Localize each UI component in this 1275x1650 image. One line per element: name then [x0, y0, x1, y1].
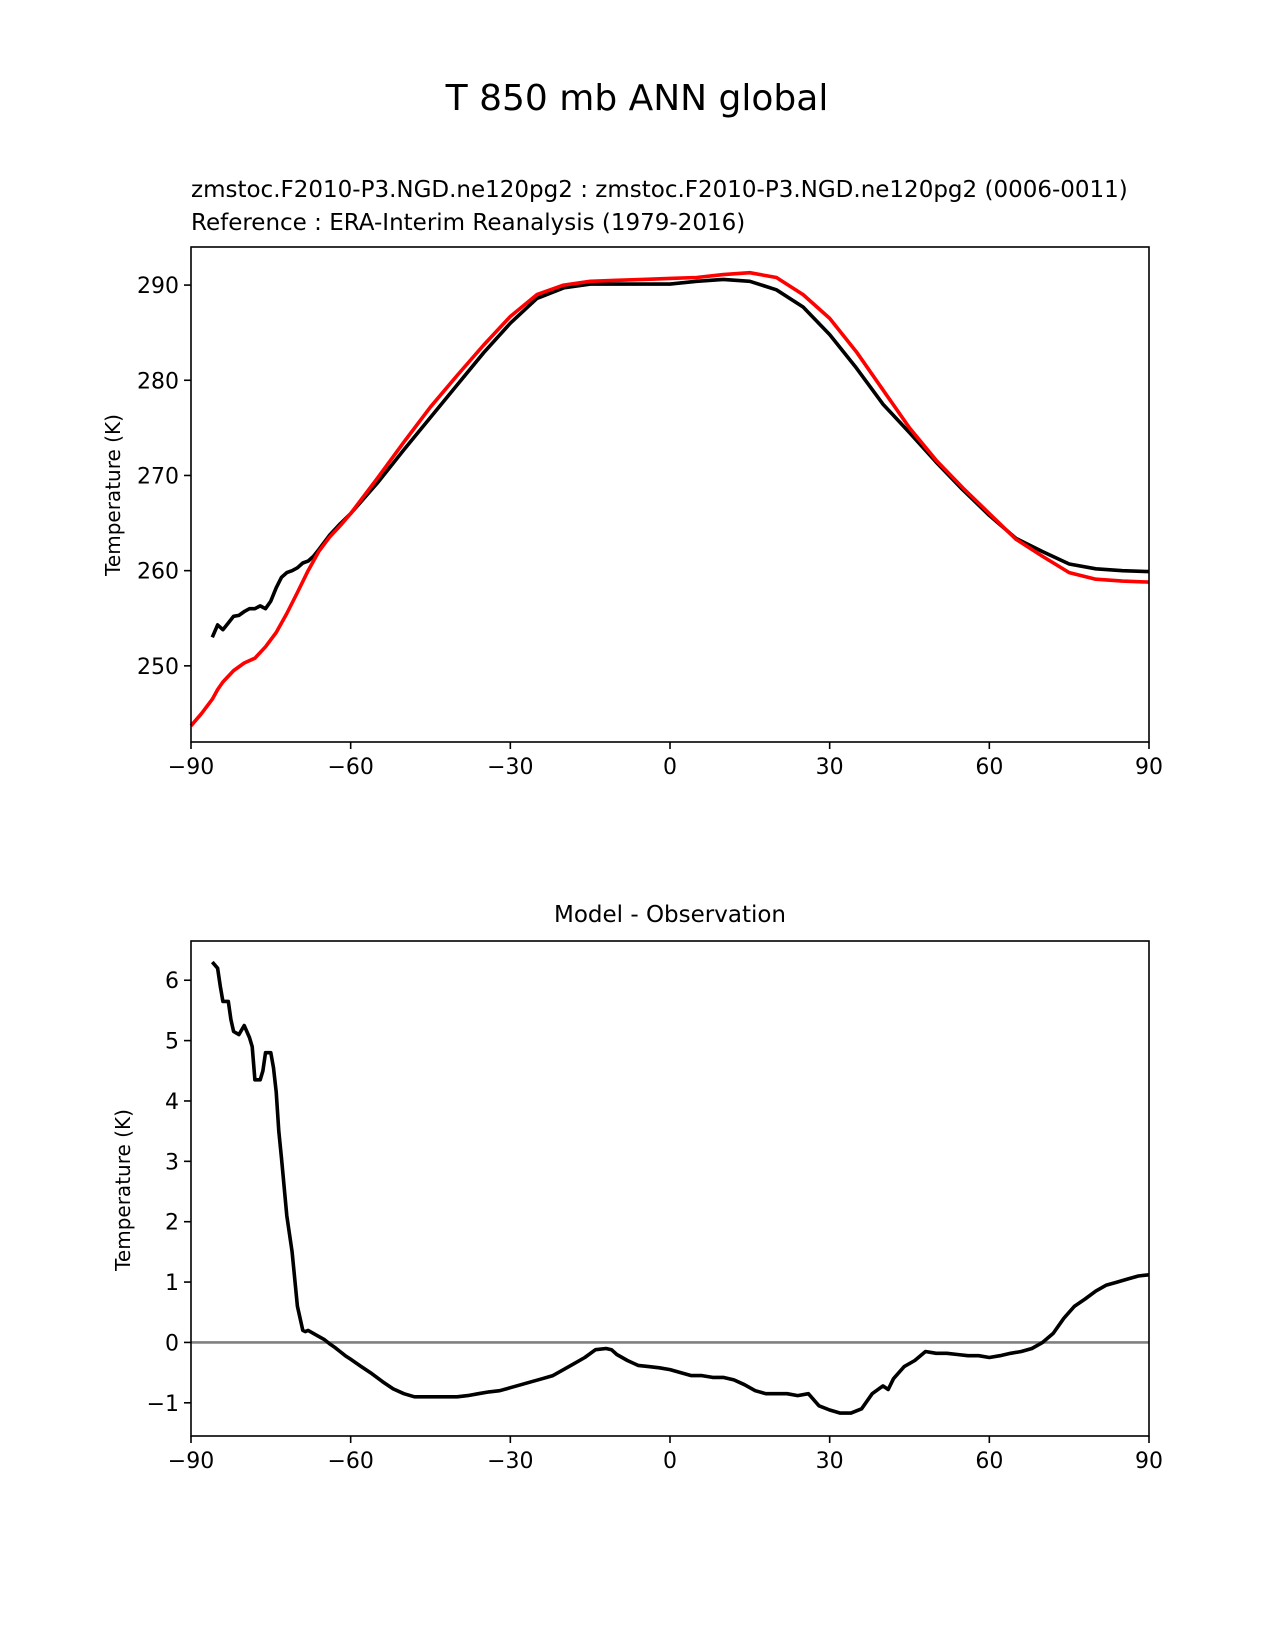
x-tick-label: −30: [487, 1449, 533, 1474]
x-tick-label: 30: [816, 1449, 844, 1474]
x-tick-label: 60: [975, 1449, 1003, 1474]
bottom-ylabel: Temperature (K): [111, 1109, 135, 1272]
x-tick-label: 60: [975, 755, 1003, 780]
y-tick-label: 1: [165, 1271, 179, 1296]
x-tick-label: −60: [327, 1449, 373, 1474]
y-tick-label: 4: [165, 1090, 179, 1115]
series-line-model: [210, 277, 1150, 639]
axes-frame: [190, 246, 1150, 743]
x-tick-label: −90: [168, 755, 214, 780]
top-panel: zmstoc.F2010-P3.NGD.ne120pg2 : zmstoc.F2…: [101, 177, 1163, 780]
y-tick-label: 2: [165, 1211, 179, 1236]
axes-frame: [190, 940, 1150, 1437]
series-line-model: [210, 960, 1150, 1415]
x-tick-label: −90: [168, 1449, 214, 1474]
x-tick-label: 0: [663, 755, 677, 780]
y-tick-label: 260: [137, 560, 179, 585]
series-line-reference: [189, 270, 1150, 727]
x-tick-label: 90: [1135, 755, 1163, 780]
bottom-plot-area: −90 −60 −30 0 30 60 90 −1 0 1 2 3 4 5 6: [147, 940, 1163, 1474]
y-tick-label: 270: [137, 464, 179, 489]
x-tick-label: 0: [663, 1449, 677, 1474]
bottom-title: Model - Observation: [554, 902, 786, 928]
y-tick-label: −1: [147, 1392, 179, 1417]
figure-suptitle: T 850 mb ANN global: [445, 78, 829, 119]
x-tick-label: −30: [487, 755, 533, 780]
y-tick-label: 3: [165, 1150, 179, 1175]
y-tick-label: 280: [137, 369, 179, 394]
top-test-title: zmstoc.F2010-P3.NGD.ne120pg2 : zmstoc.F2…: [191, 177, 1128, 203]
y-tick-label: 290: [137, 274, 179, 299]
x-tick-label: −60: [327, 755, 373, 780]
top-reference-title: Reference : ERA-Interim Reanalysis (1979…: [191, 210, 745, 236]
y-tick-label: 250: [137, 655, 179, 680]
x-tick-label: 30: [816, 755, 844, 780]
y-tick-label: 6: [165, 969, 179, 994]
top-plot-area: −90 −60 −30 0 30 60 90 250 260 270 280 290: [137, 246, 1163, 780]
y-tick-label: 0: [165, 1331, 179, 1356]
top-ylabel: Temperature (K): [101, 414, 125, 577]
bottom-panel: Model - Observation Temperature (K) −90−…: [111, 902, 1163, 1474]
x-tick-label: 90: [1135, 1449, 1163, 1474]
y-tick-label: 5: [165, 1030, 179, 1055]
